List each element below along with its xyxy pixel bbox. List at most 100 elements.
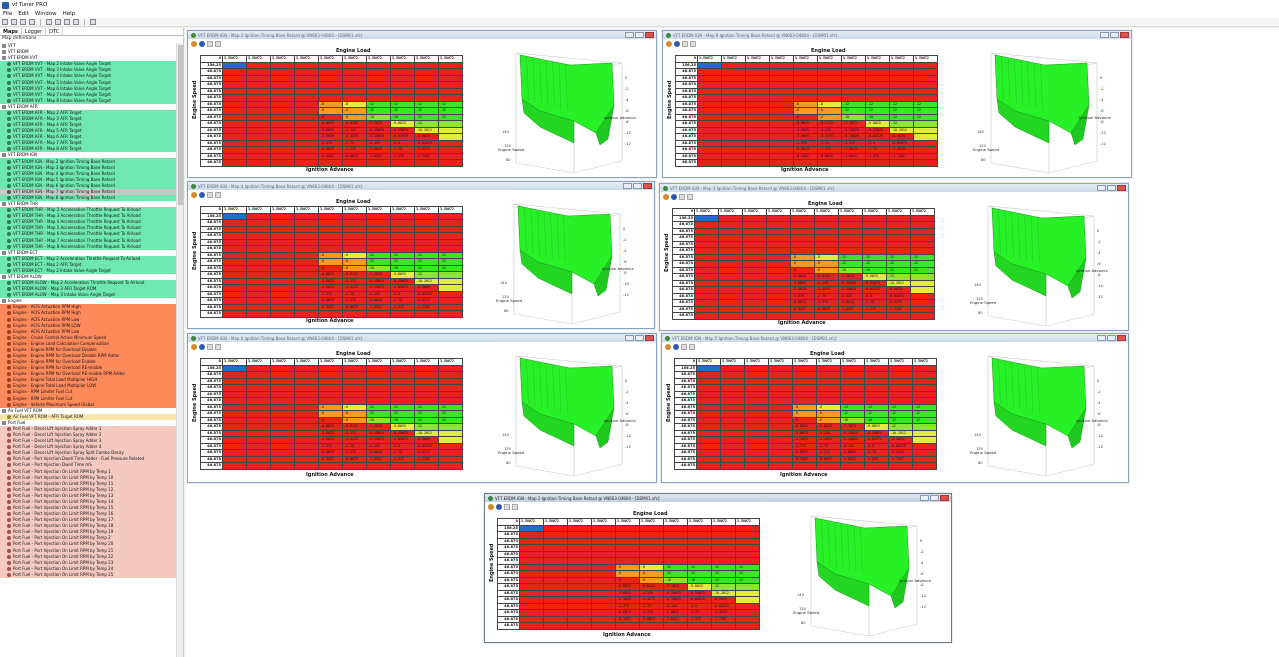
- map-cell[interactable]: [567, 622, 592, 630]
- map-cell[interactable]: [591, 622, 616, 630]
- maximize-button[interactable]: [1107, 185, 1116, 191]
- tree-item[interactable]: Engine - Engine RPM for Overload RE-enab…: [0, 371, 176, 378]
- tree-item[interactable]: VFT ERDM IGN - Map 8 Ignition Timing Bas…: [0, 194, 176, 202]
- tree-item[interactable]: Port Fuel - Port Injection On Limit RPM …: [0, 559, 176, 566]
- tree-item[interactable]: Engine - ACIS Actuation RPM Low: [0, 328, 176, 335]
- map-cell[interactable]: [910, 312, 935, 320]
- tab-logger[interactable]: Logger: [22, 28, 47, 35]
- map-window[interactable]: VFT ERDM IGN - Map 3 Ignition Timing Bas…: [659, 183, 1129, 331]
- map-cell[interactable]: [294, 159, 319, 167]
- map-cell[interactable]: [793, 159, 818, 167]
- info-icon[interactable]: [199, 40, 205, 47]
- paste-icon[interactable]: [215, 191, 221, 198]
- map-cell[interactable]: [246, 310, 271, 318]
- tree-item[interactable]: Port Fuel - Port Injection On Limit RPM …: [0, 480, 176, 487]
- copy-icon[interactable]: [207, 191, 213, 198]
- tree-item[interactable]: Engine - RPM Limiter Fuel Cut: [0, 395, 176, 402]
- map-cell[interactable]: [318, 159, 343, 167]
- save-icon[interactable]: [11, 19, 17, 25]
- tree-item[interactable]: VFT ERDM ALOW - Map 2 Acceleration Throt…: [0, 280, 176, 287]
- tree-item[interactable]: Engine - ACIS Actuation RPM High: [0, 310, 176, 317]
- map-cell[interactable]: [390, 159, 415, 167]
- map-cell[interactable]: [913, 61, 938, 69]
- close-button[interactable]: [1117, 335, 1126, 341]
- map-cell[interactable]: [222, 159, 247, 167]
- map-cell[interactable]: [390, 462, 415, 470]
- minimize-button[interactable]: [1097, 185, 1106, 191]
- tree-item[interactable]: Port Fuel - Port Injection On Limit RPM …: [0, 541, 176, 548]
- tree-item[interactable]: VFT ERDM ECT - Map 2 AFR Target: [0, 261, 176, 268]
- map-cell[interactable]: [735, 550, 760, 558]
- tree-item[interactable]: Port Fuel - Port Injection Dwell Time mS: [0, 462, 176, 469]
- surface-3d-plot[interactable]: 0 -2 -4 -6 -8 -10 -12 140 120 80 Ignition Advance E…: [494, 194, 644, 326]
- paste-icon[interactable]: [512, 503, 518, 510]
- tree-item[interactable]: VFT ERDM ALOW - Map 3 Intake Valve Angle…: [0, 292, 176, 299]
- tree-group[interactable]: Port Fuel: [0, 419, 176, 426]
- tree-item[interactable]: Engine - Engine RPM for Overload RE-enab…: [0, 365, 176, 372]
- edit-tool-icon[interactable]: [488, 503, 494, 510]
- tree-item[interactable]: Engine - Cruise Control Active Minimum S…: [0, 334, 176, 341]
- tree-item[interactable]: VFT ERDM THR - Map 6 Acceleration Thrott…: [0, 231, 176, 238]
- map-cell[interactable]: [366, 462, 391, 470]
- tree-group[interactable]: VFT ERDM ECT: [0, 249, 176, 256]
- tree-group[interactable]: VFT ERDM IGN: [0, 152, 176, 159]
- paste-icon[interactable]: [215, 40, 221, 47]
- open-icon[interactable]: [2, 19, 8, 25]
- map-cell[interactable]: [913, 81, 938, 89]
- tree-group[interactable]: VFT ERDM THR: [0, 201, 176, 208]
- map-cell[interactable]: [222, 310, 247, 318]
- map-cell[interactable]: [718, 312, 743, 320]
- map-cell[interactable]: [438, 87, 463, 95]
- surface-3d-plot[interactable]: 0 -2 -4 -6 -8 -10 -12 140 120 80 Ignition Advance E…: [791, 506, 941, 638]
- tree-item[interactable]: Engine - ACIS Actuation RPM Low: [0, 316, 176, 323]
- map-cell[interactable]: [735, 544, 760, 552]
- map-cell[interactable]: [888, 462, 913, 470]
- window-title-bar[interactable]: VFT ERDM IGN - Map 4 Ignition Timing Bas…: [188, 182, 654, 190]
- map-cell[interactable]: [913, 74, 938, 82]
- tree-item[interactable]: VFT ERDM IGN - Map 5 Ignition Timing Bas…: [0, 176, 176, 183]
- map-cell[interactable]: [438, 94, 463, 102]
- compare-icon[interactable]: [73, 19, 79, 25]
- tree-item[interactable]: Port Fuel - Port Injection On Limit RPM …: [0, 498, 176, 505]
- map-cell[interactable]: [438, 310, 463, 318]
- edit-tool-icon[interactable]: [191, 40, 197, 47]
- tree-item[interactable]: Port Fuel - Port Injection On Limit RPM …: [0, 486, 176, 493]
- maximize-button[interactable]: [633, 183, 642, 189]
- map-cell[interactable]: [438, 74, 463, 82]
- close-button[interactable]: [1117, 185, 1126, 191]
- tree-item[interactable]: VFT ERDM THR - Map 4 Acceleration Thrott…: [0, 219, 176, 226]
- map-cell[interactable]: [246, 159, 271, 167]
- tree-item[interactable]: Engine - Vehicle Maximum Speed Global: [0, 401, 176, 408]
- map-cell[interactable]: [814, 312, 839, 320]
- map-cell[interactable]: -12: [913, 107, 938, 115]
- tree-item[interactable]: VFT ERDM THR - Map 7 Acceleration Thrott…: [0, 237, 176, 244]
- map-cell[interactable]: [438, 120, 463, 128]
- map-window[interactable]: VFT ERDM IGN - Map 5 Ignition Timing Bas…: [661, 333, 1129, 483]
- tree-item[interactable]: VFT ERDM IGN - Map 7 Ignition Timing Bas…: [0, 188, 176, 195]
- tree-item[interactable]: Port Fuel - Port Injection On Limit RPM …: [0, 547, 176, 554]
- map-cell[interactable]: [318, 462, 343, 470]
- tree-item[interactable]: Engine - Engine RPM for Overload Enable: [0, 359, 176, 366]
- scrollbar-thumb[interactable]: [178, 45, 183, 205]
- tree-group[interactable]: Engine: [0, 298, 176, 305]
- window-title-bar[interactable]: VFT ERDM IGN - Map 3 Ignition Timing Bas…: [660, 184, 1128, 192]
- map-cell[interactable]: [519, 622, 544, 630]
- maximize-button[interactable]: [635, 32, 644, 38]
- menu-edit[interactable]: Edit: [18, 11, 29, 17]
- map-cell[interactable]: [735, 524, 760, 532]
- map-cell[interactable]: [711, 622, 736, 630]
- map-window[interactable]: VFT ERDM IGN - Map 2 Ignition Timing Bas…: [484, 493, 952, 643]
- paste-icon[interactable]: [689, 343, 695, 350]
- map-cell[interactable]: [817, 159, 842, 167]
- tool-icon[interactable]: [90, 19, 96, 25]
- map-cell[interactable]: [816, 462, 841, 470]
- tree-item[interactable]: Engine - ACIS Actuation RPM LOW: [0, 322, 176, 329]
- window-title-bar[interactable]: VFT ERDM IGN - Map 2 Ignition Timing Bas…: [188, 31, 656, 39]
- close-button[interactable]: [1120, 32, 1129, 38]
- map-cell[interactable]: [913, 94, 938, 102]
- tree-item[interactable]: Port Fuel - Decel Lift Injection Spray A…: [0, 438, 176, 445]
- map-cell[interactable]: [639, 622, 664, 630]
- tree-item[interactable]: Air Fuel VFT ROM - AFR Target ROM: [0, 413, 176, 420]
- copy-icon[interactable]: [504, 503, 510, 510]
- window-title-bar[interactable]: VFT ERDM IGN - Map 5 Ignition Timing Bas…: [662, 334, 1128, 342]
